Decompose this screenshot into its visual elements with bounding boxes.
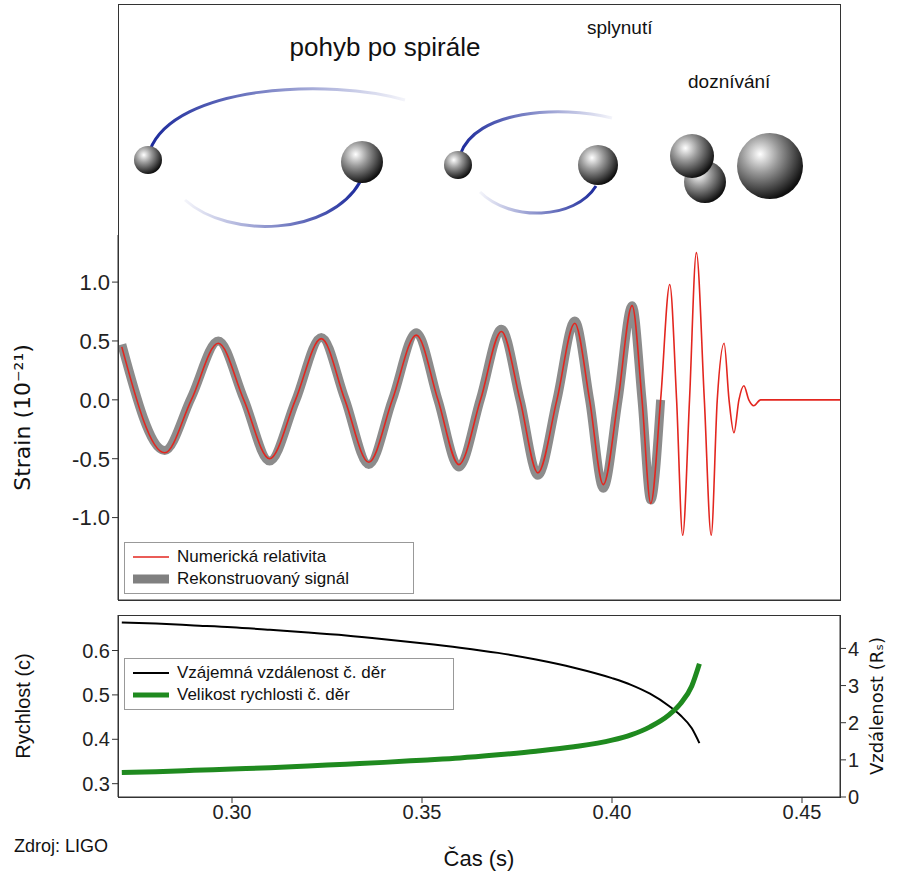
svg-text:1.0: 1.0 <box>79 270 110 295</box>
svg-text:pohyb po spirále: pohyb po spirále <box>290 32 481 62</box>
svg-text:0.4: 0.4 <box>82 728 110 750</box>
svg-text:0: 0 <box>848 786 859 808</box>
svg-text:3: 3 <box>848 675 859 697</box>
svg-text:Strain (10⁻²¹): Strain (10⁻²¹) <box>10 344 35 491</box>
svg-text:0.6: 0.6 <box>82 640 110 662</box>
svg-text:doznívání: doznívání <box>688 71 771 92</box>
svg-text:0.30: 0.30 <box>213 801 252 823</box>
svg-text:2: 2 <box>848 712 859 734</box>
svg-text:0.35: 0.35 <box>403 801 442 823</box>
svg-text:splynutí: splynutí <box>587 17 653 38</box>
svg-text:-1.0: -1.0 <box>72 505 110 530</box>
svg-text:Vzdálenost (Rₛ): Vzdálenost (Rₛ) <box>866 637 887 775</box>
html-text:Vzájemná vzdálenost č. děr: Vzájemná vzdálenost č. děr <box>177 663 386 682</box>
html-text:Rekonstruovaný signál: Rekonstruovaný signál <box>177 569 349 588</box>
svg-text:0.5: 0.5 <box>79 329 110 354</box>
svg-text:Čas (s): Čas (s) <box>444 846 515 871</box>
svg-text:0.3: 0.3 <box>82 773 110 795</box>
svg-text:Rychlost (c): Rychlost (c) <box>12 653 34 759</box>
svg-text:1: 1 <box>848 749 859 771</box>
svg-text:0.0: 0.0 <box>79 388 110 413</box>
svg-text:-0.5: -0.5 <box>72 447 110 472</box>
svg-text:4: 4 <box>848 638 859 660</box>
svg-text:0.5: 0.5 <box>82 684 110 706</box>
html-text:Numerická relativita: Numerická relativita <box>177 547 327 566</box>
svg-text:Zdroj: LIGO: Zdroj: LIGO <box>14 836 108 856</box>
svg-text:0.45: 0.45 <box>783 801 822 823</box>
html-text:Velikost rychlosti č. děr: Velikost rychlosti č. děr <box>177 685 350 704</box>
svg-text:0.40: 0.40 <box>593 801 632 823</box>
